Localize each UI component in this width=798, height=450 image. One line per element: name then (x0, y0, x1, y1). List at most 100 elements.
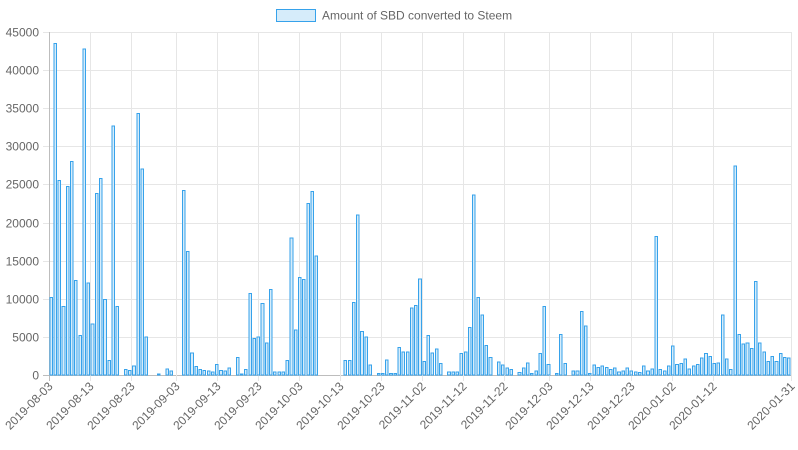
chart-legend[interactable]: Amount of SBD converted to Steem (276, 9, 513, 23)
bar[interactable] (720, 314, 725, 376)
bar[interactable] (347, 360, 352, 376)
bar[interactable] (409, 307, 414, 376)
bar[interactable] (194, 366, 198, 376)
bar[interactable] (758, 342, 762, 376)
bar[interactable] (525, 362, 530, 376)
bar[interactable] (741, 343, 746, 376)
bar[interactable] (563, 363, 567, 376)
bar[interactable] (103, 299, 107, 376)
bar[interactable] (592, 364, 596, 376)
bar[interactable] (521, 367, 526, 376)
bar[interactable] (285, 360, 290, 376)
bar[interactable] (302, 279, 306, 376)
bar[interactable] (430, 352, 435, 376)
bar[interactable] (206, 370, 211, 376)
bar[interactable] (422, 360, 426, 376)
bar[interactable] (787, 357, 791, 376)
bar[interactable] (733, 165, 737, 376)
bar[interactable] (414, 305, 418, 376)
bar[interactable] (691, 365, 696, 376)
bar[interactable] (78, 334, 82, 376)
bar[interactable] (455, 371, 460, 376)
bar[interactable] (546, 363, 551, 376)
bar[interactable] (343, 360, 348, 376)
bar[interactable] (501, 364, 505, 376)
bar[interactable] (314, 255, 319, 376)
bar[interactable] (480, 314, 484, 376)
bar[interactable] (219, 369, 223, 376)
bar[interactable] (438, 363, 443, 376)
bar[interactable] (165, 368, 169, 376)
bar[interactable] (621, 370, 625, 376)
bar[interactable] (260, 302, 265, 376)
bar[interactable] (662, 370, 667, 376)
bar[interactable] (107, 360, 111, 376)
bar[interactable] (459, 353, 464, 376)
bar[interactable] (360, 331, 364, 376)
bar[interactable] (538, 353, 542, 376)
bar[interactable] (596, 366, 601, 376)
bar[interactable] (74, 279, 78, 376)
bar[interactable] (650, 368, 654, 376)
bar[interactable] (716, 362, 721, 376)
bar[interactable] (281, 371, 285, 376)
bar[interactable] (675, 363, 679, 376)
bar[interactable] (368, 364, 373, 376)
bar[interactable] (472, 194, 476, 376)
bar[interactable] (248, 292, 252, 376)
bar[interactable] (111, 125, 116, 376)
bar[interactable] (774, 360, 779, 376)
bar[interactable] (658, 369, 663, 376)
bar[interactable] (762, 351, 766, 376)
bar[interactable] (264, 342, 269, 376)
bar[interactable] (223, 370, 227, 376)
bar[interactable] (376, 372, 381, 376)
bar[interactable] (753, 280, 758, 376)
bar[interactable] (190, 352, 194, 376)
bar[interactable] (571, 370, 576, 376)
bar[interactable] (575, 370, 580, 376)
bar[interactable] (235, 356, 240, 376)
bar[interactable] (534, 370, 538, 376)
bar[interactable] (770, 356, 775, 376)
bar[interactable] (277, 371, 281, 376)
bar[interactable] (380, 372, 385, 376)
bar[interactable] (695, 363, 700, 376)
bar[interactable] (293, 329, 298, 376)
bar[interactable] (90, 323, 95, 376)
bar[interactable] (476, 296, 480, 376)
bar[interactable] (530, 372, 534, 376)
bar[interactable] (488, 356, 493, 376)
bar[interactable] (588, 372, 592, 376)
bar[interactable] (783, 356, 787, 376)
bar[interactable] (509, 369, 513, 376)
bar[interactable] (202, 369, 207, 376)
bar[interactable] (94, 193, 99, 376)
bar[interactable] (53, 42, 58, 376)
bar[interactable] (310, 190, 315, 376)
bar[interactable] (426, 334, 431, 376)
bar[interactable] (555, 372, 559, 376)
bar[interactable] (683, 358, 688, 376)
bar[interactable] (57, 180, 62, 376)
bar[interactable] (123, 369, 128, 376)
bar[interactable] (559, 334, 563, 376)
bar[interactable] (198, 369, 203, 376)
bar[interactable] (745, 342, 750, 376)
bar[interactable] (542, 305, 547, 376)
bar[interactable] (418, 278, 422, 376)
bar[interactable] (306, 203, 310, 376)
bar[interactable] (140, 168, 145, 376)
bar[interactable] (364, 336, 368, 376)
bar[interactable] (82, 48, 87, 376)
bar[interactable] (169, 370, 174, 376)
bar[interactable] (724, 358, 729, 376)
bar[interactable] (633, 371, 638, 376)
bar[interactable] (642, 365, 646, 376)
bar[interactable] (273, 371, 277, 376)
bar[interactable] (157, 373, 161, 376)
bar[interactable] (256, 336, 261, 376)
bar[interactable] (505, 367, 509, 376)
bar[interactable] (49, 296, 53, 376)
bar[interactable] (289, 237, 294, 376)
